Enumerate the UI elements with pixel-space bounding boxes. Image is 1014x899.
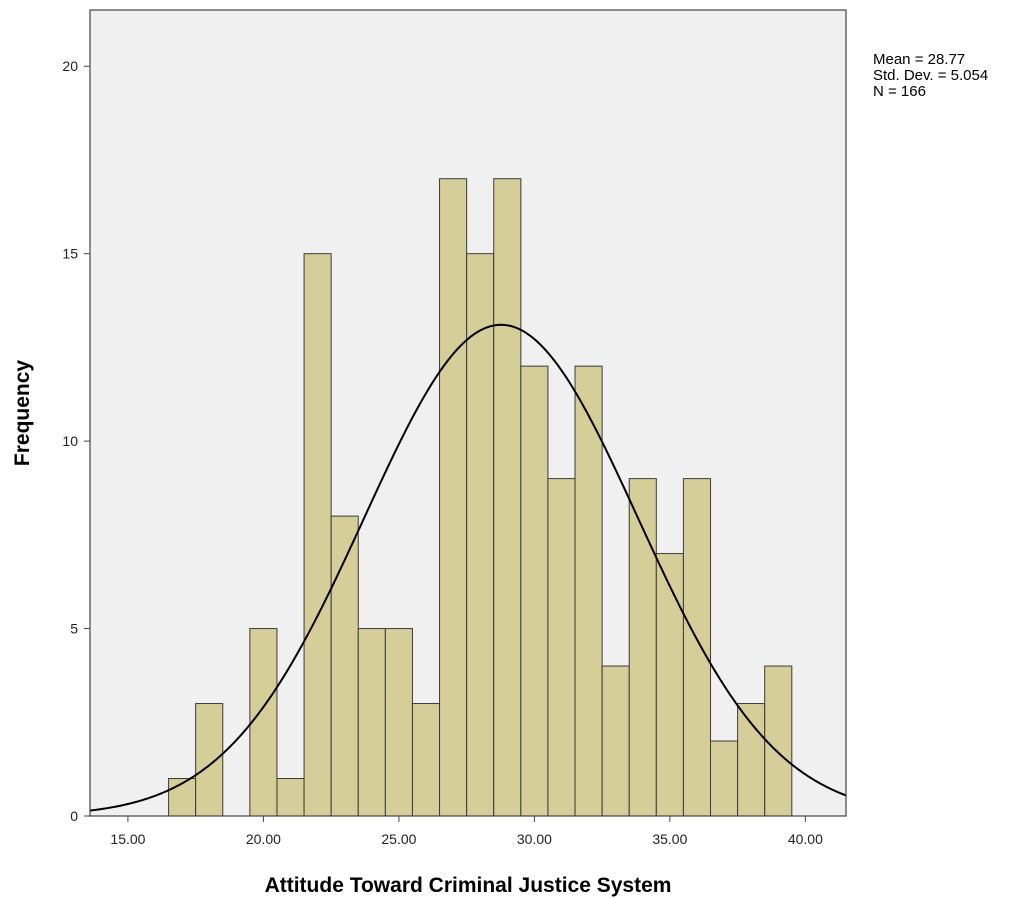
- x-tick-label-1: 20.00: [246, 831, 281, 847]
- histogram-bar-6: [357, 628, 386, 817]
- histogram-bar-2: [249, 628, 278, 817]
- histogram-bar-20: [737, 703, 766, 817]
- y-tick-label-0: 0: [70, 808, 78, 824]
- histogram-bar-15: [601, 665, 630, 817]
- normal-curve: [89, 323, 847, 812]
- x-tick-label-5: 40.00: [788, 831, 823, 847]
- histogram-bar-8: [411, 703, 441, 817]
- bars-layer: [168, 178, 793, 817]
- x-tick-label-0: 15.00: [110, 831, 145, 847]
- histogram-bar-12: [520, 365, 549, 817]
- histogram-bar-7: [384, 628, 413, 817]
- y-axis-label: Frequency: [11, 360, 34, 467]
- histogram-bar-18: [682, 478, 712, 817]
- y-tick-label-4: 20: [62, 58, 78, 74]
- histogram-bar-14: [574, 365, 603, 817]
- histogram-bar-10: [466, 253, 495, 817]
- histogram-bar-13: [547, 478, 576, 817]
- histogram-bar-1: [195, 703, 224, 817]
- x-tick-label-2: 25.00: [381, 831, 416, 847]
- histogram-bar-9: [439, 178, 468, 817]
- histogram-bar-3: [276, 778, 305, 817]
- x-tick-label-4: 35.00: [652, 831, 687, 847]
- stats-box: Mean = 28.77 Std. Dev. = 5.054 N = 166: [873, 52, 988, 100]
- x-tick-label-3: 30.00: [517, 831, 552, 847]
- y-axis: 0 5 10 15 20: [62, 58, 90, 824]
- stats-n: N = 166: [873, 83, 926, 100]
- histogram-bar-17: [655, 553, 684, 817]
- histogram-bar-19: [710, 740, 739, 817]
- stats-std-dev: Std. Dev. = 5.054: [873, 67, 989, 84]
- x-axis: 15.00 20.00 25.00 30.00 35.00 40.00: [110, 816, 823, 847]
- stats-mean: Mean = 28.77: [873, 51, 966, 68]
- histogram-bar-11: [493, 178, 522, 817]
- histogram-bar-21: [764, 665, 793, 817]
- histogram-bar-16: [628, 478, 657, 817]
- y-tick-label-3: 15: [62, 246, 78, 262]
- histogram-bar-4: [303, 253, 332, 817]
- x-axis-label: Attitude Toward Criminal Justice System: [265, 874, 672, 897]
- y-tick-label-1: 5: [70, 621, 78, 637]
- y-tick-label-2: 10: [62, 433, 78, 449]
- histogram-bar-0: [168, 778, 197, 817]
- plot-frame: [89, 9, 847, 817]
